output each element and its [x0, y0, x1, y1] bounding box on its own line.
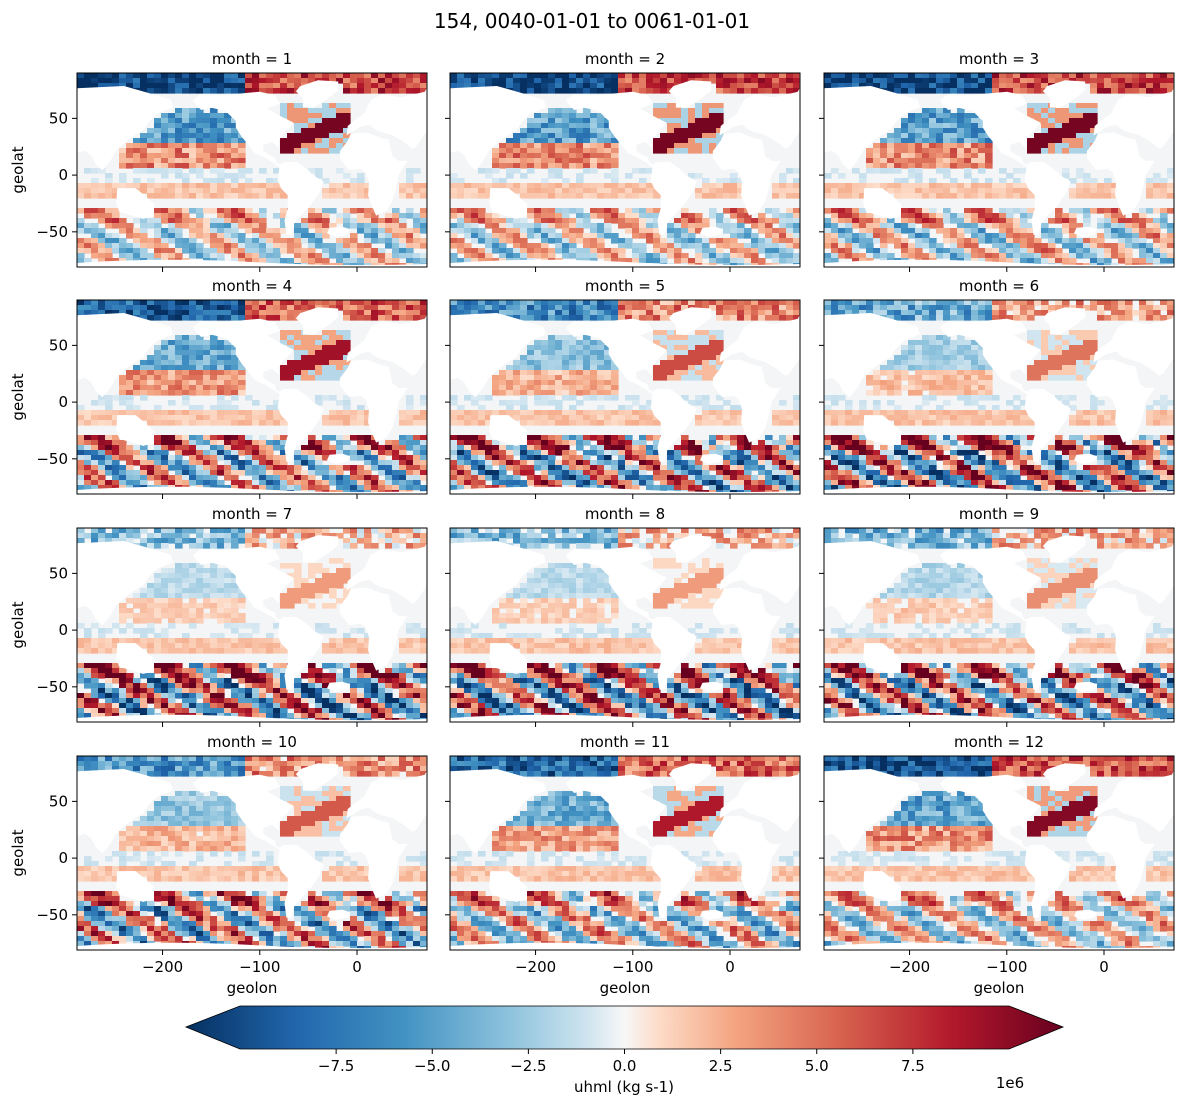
y-tick-label: −50	[36, 678, 68, 696]
panel-grid: month = 1 50 0 −50 geolat month = 2 month = 3 m…	[9, 50, 1175, 997]
heatmap-field	[450, 528, 800, 722]
colorbar-ticks: −7.5 −5.0 −2.5 0.0 2.5 5.0 7.5	[318, 1049, 925, 1075]
y-axis-label: geolat	[9, 146, 27, 193]
panel-month-7: month = 7 50 0 −50 geolat	[9, 505, 428, 727]
panel-month-2: month = 2	[445, 50, 801, 272]
colorbar-label: uhml (kg s-1)	[574, 1078, 674, 1096]
y-axis-label: geolat	[9, 829, 27, 876]
heatmap-field	[824, 528, 1174, 722]
panel-month-9: month = 9	[819, 505, 1175, 727]
panel-frame	[76, 72, 428, 268]
panel-frame	[76, 299, 428, 495]
panel-frame	[449, 299, 801, 495]
x-tick-label: 0	[1099, 958, 1109, 976]
y-tick-label: −50	[36, 906, 68, 924]
x-tick-label: −100	[986, 958, 1027, 976]
y-axis-label: geolat	[9, 601, 27, 648]
panel-frame	[76, 755, 428, 951]
colorbar-offset-text: 1e6	[996, 1074, 1024, 1092]
panel-title: month = 9	[959, 505, 1039, 523]
colorbar-body	[184, 1005, 1065, 1050]
colorbar-tick-label: −2.5	[510, 1057, 546, 1075]
y-tick-label: 0	[58, 849, 68, 867]
panel-title: month = 6	[959, 277, 1039, 295]
heatmap-field	[450, 756, 800, 950]
panel-frame	[76, 527, 428, 723]
x-tick-label: −100	[612, 958, 653, 976]
y-tick-label: 50	[49, 564, 68, 582]
panel-title: month = 11	[580, 733, 670, 751]
panel-frame	[823, 527, 1175, 723]
heatmap-field	[450, 300, 800, 494]
heatmap-field	[77, 300, 427, 494]
panel-title: month = 5	[585, 277, 665, 295]
heatmap-field	[77, 73, 427, 267]
heatmap-field	[77, 528, 427, 722]
panel-frame	[823, 755, 1175, 951]
y-tick-label: −50	[36, 223, 68, 241]
y-tick-label: 50	[49, 336, 68, 354]
y-axis-label: geolat	[9, 373, 27, 420]
panel-frame	[823, 299, 1175, 495]
x-axis-label: geolon	[600, 979, 651, 997]
colorbar-tick-label: 0.0	[613, 1057, 637, 1075]
panel-month-6: month = 6	[819, 277, 1175, 499]
colorbar-tick-label: −7.5	[318, 1057, 354, 1075]
x-tick-label: 0	[725, 958, 735, 976]
figure-title: 154, 0040-01-01 to 0061-01-01	[434, 9, 750, 33]
x-tick-label: −200	[889, 958, 930, 976]
panel-month-12: month = 12 −200 −100 0 geolon	[819, 733, 1175, 997]
colorbar-tick-label: −5.0	[414, 1057, 450, 1075]
x-tick-label: −200	[142, 958, 183, 976]
x-tick-label: −100	[239, 958, 280, 976]
panel-title: month = 7	[212, 505, 292, 523]
heatmap-field	[824, 73, 1174, 267]
x-axis-label: geolon	[227, 979, 278, 997]
x-tick-label: −200	[515, 958, 556, 976]
y-tick-label: 50	[49, 792, 68, 810]
colorbar-tick-label: 7.5	[901, 1057, 925, 1075]
panel-month-1: month = 1 50 0 −50 geolat	[9, 50, 428, 272]
panel-frame	[823, 72, 1175, 268]
y-tick-label: −50	[36, 450, 68, 468]
panel-month-10: month = 10 50 0 −50 geolat −200 −100 0 geolon	[9, 733, 428, 997]
heatmap-field	[77, 756, 427, 950]
heatmap-field	[824, 756, 1174, 950]
panel-title: month = 1	[212, 50, 292, 68]
panel-month-5: month = 5	[445, 277, 801, 499]
panel-frame	[449, 527, 801, 723]
y-tick-label: 0	[58, 393, 68, 411]
panel-frame	[449, 755, 801, 951]
colorbar: −7.5 −5.0 −2.5 0.0 2.5 5.0 7.5 uhml (kg s-1) 1…	[184, 1005, 1065, 1096]
colorbar-tick-label: 2.5	[709, 1057, 733, 1075]
panel-title: month = 12	[954, 733, 1044, 751]
x-tick-label: 0	[352, 958, 362, 976]
panel-title: month = 10	[207, 733, 297, 751]
panel-title: month = 2	[585, 50, 665, 68]
y-tick-label: 50	[49, 109, 68, 127]
colorbar-tick-label: 5.0	[805, 1057, 829, 1075]
panel-title: month = 4	[212, 277, 292, 295]
heatmap-field	[824, 300, 1174, 494]
panel-title: month = 8	[585, 505, 665, 523]
panel-frame	[449, 72, 801, 268]
y-tick-label: 0	[58, 621, 68, 639]
heatmap-field	[450, 73, 800, 267]
panel-month-4: month = 4 50 0 −50 geolat	[9, 277, 428, 499]
panel-title: month = 3	[959, 50, 1039, 68]
panel-month-8: month = 8	[445, 505, 801, 727]
y-tick-label: 0	[58, 166, 68, 184]
x-axis-label: geolon	[974, 979, 1025, 997]
panel-month-11: month = 11 −200 −100 0 geolon	[445, 733, 801, 997]
panel-month-3: month = 3	[819, 50, 1175, 272]
